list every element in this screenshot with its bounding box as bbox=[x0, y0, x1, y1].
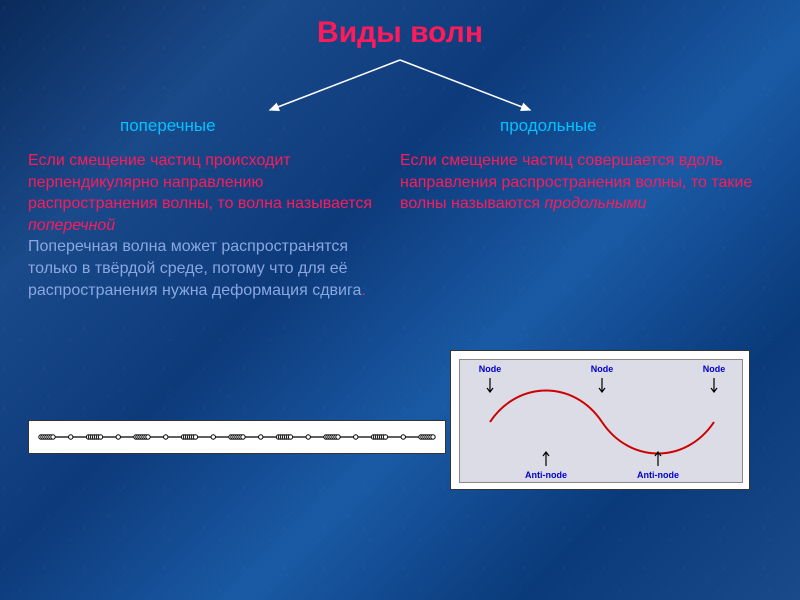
branch-arrows bbox=[0, 55, 800, 115]
transverse-note: Поперечная волна может распространятся т… bbox=[28, 238, 361, 298]
longitudinal-svg bbox=[32, 423, 442, 451]
transverse-def-em: поперечной bbox=[28, 217, 115, 234]
transverse-dot: . bbox=[361, 282, 365, 299]
title-text: Виды волн bbox=[317, 16, 483, 49]
page-title: Виды волн bbox=[0, 16, 800, 50]
transverse-wave-diagram: Node Node Node Anti-node Anti-node bbox=[450, 350, 750, 490]
longitudinal-def-em: продольными bbox=[545, 195, 647, 212]
svg-text:Node: Node bbox=[479, 364, 502, 374]
transverse-wave-panel: Node Node Node Anti-node Anti-node bbox=[459, 359, 743, 483]
transverse-svg: Node Node Node Anti-node Anti-node bbox=[460, 360, 744, 484]
longitudinal-wave-diagram bbox=[28, 420, 446, 454]
subhead-longitudinal: продольные bbox=[500, 116, 597, 136]
svg-text:Anti-node: Anti-node bbox=[637, 470, 679, 480]
svg-text:Anti-node: Anti-node bbox=[525, 470, 567, 480]
svg-text:Node: Node bbox=[591, 364, 614, 374]
subhead-transverse: поперечные bbox=[120, 116, 216, 136]
transverse-def-pre: Если смещение частиц происходит перпенди… bbox=[28, 152, 372, 212]
svg-text:Node: Node bbox=[703, 364, 726, 374]
transverse-description: Если смещение частиц происходит перпенди… bbox=[28, 150, 378, 301]
longitudinal-description: Если смещение частиц совершается вдоль н… bbox=[400, 150, 780, 215]
